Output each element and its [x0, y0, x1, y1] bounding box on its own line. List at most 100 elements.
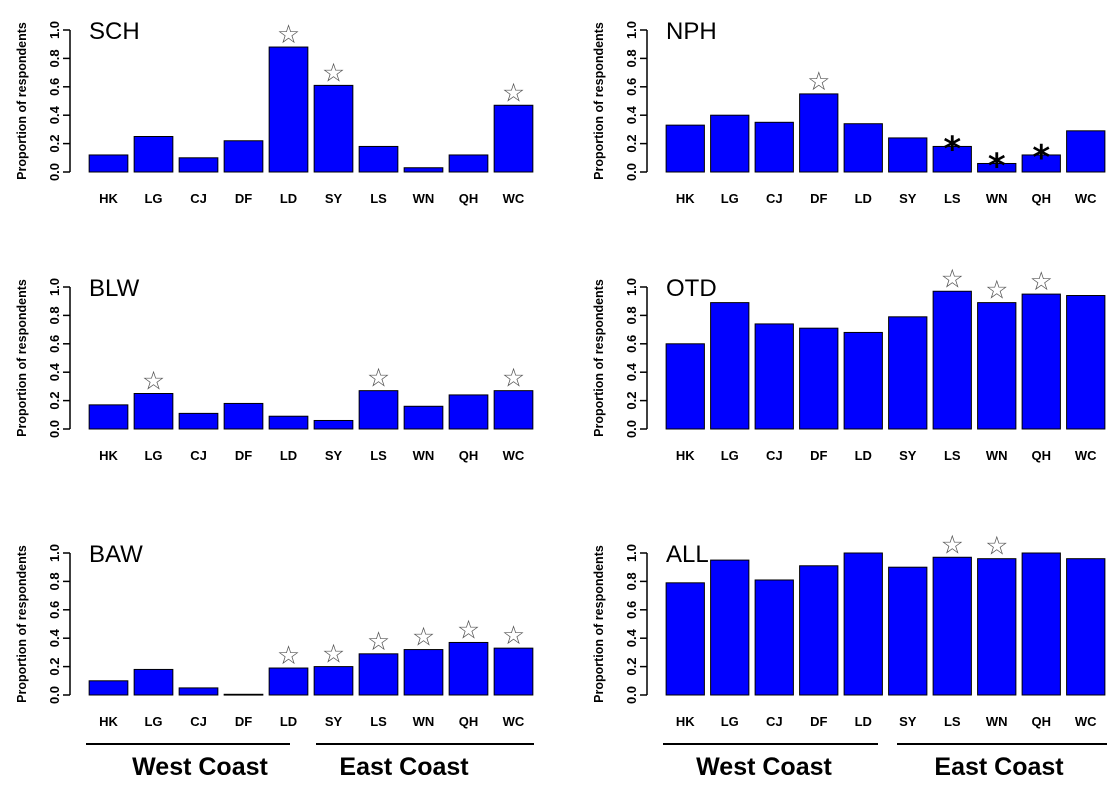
blw-y-tick-label: 0.0: [47, 420, 62, 438]
otd-category-label: CJ: [766, 448, 783, 463]
west-coast-line: [86, 743, 290, 745]
blw-y-tick-label: 0.6: [47, 335, 62, 353]
nph-y-tick-label: 0.8: [624, 49, 639, 67]
sch-bar-qh: [448, 154, 489, 173]
all-bar-hk: [665, 582, 705, 696]
blw-y-tick-label: 0.2: [47, 392, 62, 410]
sch-category-label: CJ: [190, 191, 207, 206]
west-coast-label-right: West Coast: [696, 753, 832, 781]
sch-y-tick-label: 1.0: [47, 21, 62, 39]
nph-significance-star: ☆: [807, 67, 830, 97]
blw-y-axis-label: Proportion of respondents: [15, 279, 29, 437]
nph-bar-ls: [932, 145, 972, 173]
sch-bar-cj: [178, 157, 219, 173]
nph-category-label: LG: [721, 191, 739, 206]
blw-bar-ls: [358, 390, 399, 430]
otd-bar-sy: [888, 316, 928, 430]
nph-bar-cj: [754, 121, 794, 173]
otd-bar-ls: [932, 290, 972, 430]
sch-significance-star: ☆: [322, 58, 345, 88]
otd-category-label: LD: [855, 448, 872, 463]
east-coast-label: East Coast: [339, 753, 469, 781]
otd-bar-ld: [843, 331, 883, 430]
all-bar-ls: [932, 556, 972, 696]
otd-y-tick-label: 0.0: [624, 420, 639, 438]
west-coast-label: West Coast: [132, 753, 268, 781]
blw-category-label: LD: [280, 448, 297, 463]
all-category-label: WN: [986, 714, 1008, 729]
otd-category-label: LG: [721, 448, 739, 463]
sch-y-tick-label: 0.4: [47, 105, 62, 124]
otd-y-tick-label: 0.8: [624, 306, 639, 324]
sch-bar-df: [223, 140, 264, 173]
nph-significance-asterisk: *: [943, 129, 961, 169]
sch-category-label: LS: [370, 191, 387, 206]
blw-category-label: LG: [144, 448, 162, 463]
blw-y-tick-label: 0.8: [47, 306, 62, 324]
nph-bar-wn: [977, 162, 1017, 173]
baw-bar-qh: [448, 641, 489, 696]
blw-significance-star: ☆: [142, 367, 165, 397]
sch-y-axis-label: Proportion of respondents: [15, 22, 29, 180]
baw-y-tick-label: 1.0: [47, 544, 62, 562]
baw-panel-title: BAW: [89, 541, 143, 568]
otd-bar-df: [799, 327, 839, 430]
baw-y-tick-label: 0.0: [47, 686, 62, 704]
all-bar-sy: [888, 566, 928, 696]
otd-panel-title: OTD: [666, 275, 717, 302]
all-significance-star: ☆: [941, 530, 964, 560]
all-bar-df: [799, 565, 839, 696]
blw-y-tick-label: 1.0: [47, 278, 62, 296]
sch-category-label: HK: [99, 191, 118, 206]
blw-category-label: SY: [325, 448, 343, 463]
nph-bar-df: [799, 93, 839, 173]
blw-category-label: HK: [99, 448, 118, 463]
otd-category-label: HK: [676, 448, 695, 463]
baw-y-axis-label: Proportion of respondents: [15, 545, 29, 703]
blw-bar-sy: [313, 419, 354, 430]
blw-category-label: LS: [370, 448, 387, 463]
sch-panel-title: SCH: [89, 18, 140, 45]
baw-bar-sy: [313, 666, 354, 696]
nph-category-label: WN: [986, 191, 1008, 206]
nph-bar-wc: [1066, 130, 1106, 173]
baw-y-tick-label: 0.4: [47, 628, 62, 647]
baw-bar-cj: [178, 687, 219, 696]
sch-category-label: SY: [325, 191, 343, 206]
all-bar-wn: [977, 558, 1017, 696]
otd-y-tick-label: 0.4: [624, 362, 639, 381]
baw-category-label: WC: [503, 714, 525, 729]
all-y-tick-label: 0.0: [624, 686, 639, 704]
all-category-label: LD: [855, 714, 872, 729]
sch-y-tick-label: 0.6: [47, 78, 62, 96]
sch-category-label: LG: [144, 191, 162, 206]
all-y-tick-label: 0.8: [624, 572, 639, 590]
baw-significance-star: ☆: [367, 627, 390, 657]
all-category-label: LG: [721, 714, 739, 729]
sch-significance-star: ☆: [277, 20, 300, 50]
baw-bar-wc: [493, 647, 534, 696]
baw-significance-star: ☆: [502, 621, 525, 651]
blw-bar-hk: [88, 404, 129, 430]
nph-panel-title: NPH: [666, 18, 717, 45]
all-category-label: QH: [1032, 714, 1052, 729]
sch-y-tick-label: 0.8: [47, 49, 62, 67]
sch-y-tick-label: 0.0: [47, 163, 62, 181]
all-panel-title: ALL: [666, 541, 709, 568]
baw-category-label: CJ: [190, 714, 207, 729]
blw-category-label: DF: [235, 448, 252, 463]
otd-category-label: QH: [1032, 448, 1052, 463]
baw-category-label: LG: [144, 714, 162, 729]
blw-y-tick-label: 0.4: [47, 362, 62, 381]
blw-bar-df: [223, 402, 264, 430]
all-y-tick-label: 0.2: [624, 658, 639, 676]
nph-category-label: QH: [1032, 191, 1052, 206]
baw-bar-hk: [88, 680, 129, 696]
all-category-label: CJ: [766, 714, 783, 729]
nph-bar-qh: [1021, 154, 1061, 173]
baw-y-tick-label: 0.6: [47, 601, 62, 619]
blw-significance-star: ☆: [367, 364, 390, 394]
otd-bar-lg: [710, 302, 750, 430]
otd-category-label: WN: [986, 448, 1008, 463]
all-bar-qh: [1021, 552, 1061, 696]
